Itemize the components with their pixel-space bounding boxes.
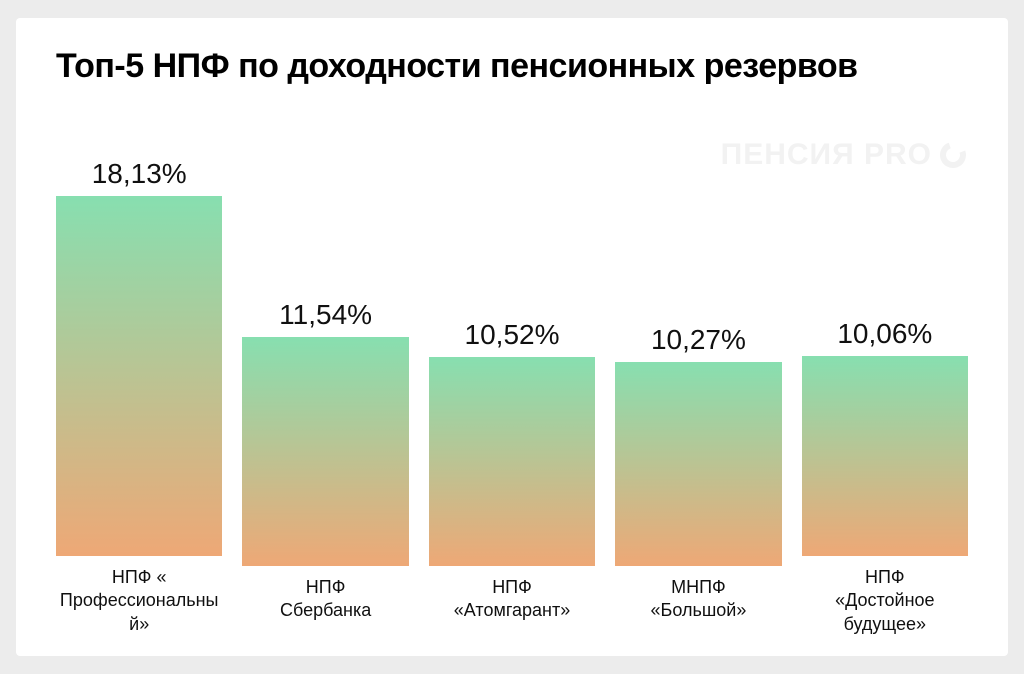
bar-group: 10,06% НПФ «Достойное будущее»: [802, 106, 968, 636]
bar: [615, 362, 781, 566]
bar: [56, 196, 222, 556]
page-outer: Топ-5 НПФ по доходности пенсионных резер…: [0, 0, 1024, 674]
bar-label: НПФ «Достойное будущее»: [835, 566, 934, 636]
bar: [802, 356, 968, 556]
bar-value: 10,52%: [465, 319, 560, 351]
chart-card: Топ-5 НПФ по доходности пенсионных резер…: [16, 18, 1008, 656]
bar: [242, 337, 408, 566]
bar-value: 18,13%: [92, 158, 187, 190]
bar-label: НПФ «Атомгарант»: [454, 576, 570, 636]
chart-title: Топ-5 НПФ по доходности пенсионных резер…: [56, 46, 968, 86]
bar-group: 10,27% МНПФ «Большой»: [615, 106, 781, 636]
bar-value: 10,27%: [651, 324, 746, 356]
bar-value: 11,54%: [279, 299, 372, 331]
bar-group: 11,54% НПФ Сбербанка: [242, 106, 408, 636]
bar-chart: 18,13% НПФ « Профессиональный» 11,54% НП…: [56, 106, 968, 636]
bar-label: НПФ Сбербанка: [280, 576, 371, 636]
bar: [429, 357, 595, 566]
bar-value: 10,06%: [837, 318, 932, 350]
bar-group: 18,13% НПФ « Профессиональный»: [56, 106, 222, 636]
bar-label: МНПФ «Большой»: [651, 576, 747, 636]
bar-group: 10,52% НПФ «Атомгарант»: [429, 106, 595, 636]
bar-label: НПФ « Профессиональный»: [56, 566, 222, 636]
